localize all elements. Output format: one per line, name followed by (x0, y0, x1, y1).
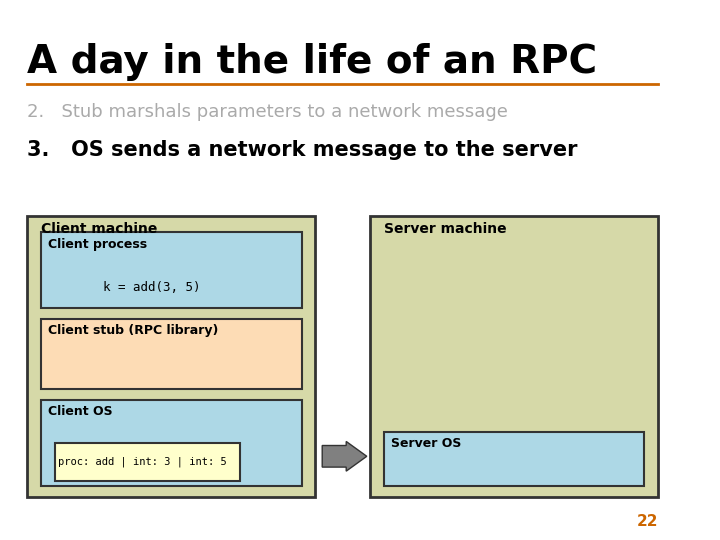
Text: Server OS: Server OS (391, 437, 461, 450)
FancyBboxPatch shape (27, 216, 315, 497)
FancyBboxPatch shape (55, 443, 240, 481)
Text: Client OS: Client OS (48, 405, 112, 418)
FancyArrow shape (323, 442, 366, 471)
Text: Server machine: Server machine (384, 222, 507, 237)
Text: 2.   Stub marshals parameters to a network message: 2. Stub marshals parameters to a network… (27, 103, 508, 120)
Text: 3.   OS sends a network message to the server: 3. OS sends a network message to the ser… (27, 140, 578, 160)
FancyBboxPatch shape (41, 319, 302, 389)
Text: Client process: Client process (48, 238, 147, 251)
FancyBboxPatch shape (370, 216, 658, 497)
FancyBboxPatch shape (41, 400, 302, 486)
Text: 22: 22 (636, 514, 658, 529)
FancyBboxPatch shape (41, 232, 302, 308)
Text: Client stub (RPC library): Client stub (RPC library) (48, 324, 218, 337)
Text: k = add(3, 5): k = add(3, 5) (103, 281, 200, 294)
FancyBboxPatch shape (384, 432, 644, 486)
Text: Client machine: Client machine (41, 222, 158, 237)
Text: A day in the life of an RPC: A day in the life of an RPC (27, 43, 598, 81)
Text: proc: add | int: 3 | int: 5: proc: add | int: 3 | int: 5 (58, 456, 227, 467)
